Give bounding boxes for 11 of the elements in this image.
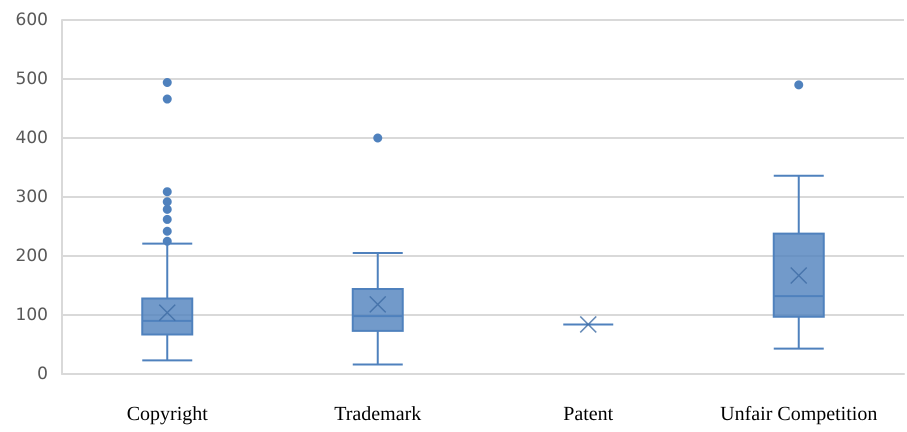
y-tick-label: 400	[16, 128, 48, 148]
y-tick-label: 600	[16, 10, 48, 30]
y-tick-label: 200	[16, 246, 48, 266]
y-tick-label: 100	[16, 305, 48, 325]
x-tick-label: Copyright	[126, 403, 208, 425]
y-tick-label: 500	[16, 69, 48, 89]
y-tick-label: 0	[37, 364, 48, 384]
x-tick-label: Patent	[563, 403, 614, 425]
x-tick-label: Unfair Competition	[720, 403, 878, 425]
x-tick-label: Trademark	[334, 403, 422, 425]
y-tick-label: 300	[16, 187, 48, 207]
